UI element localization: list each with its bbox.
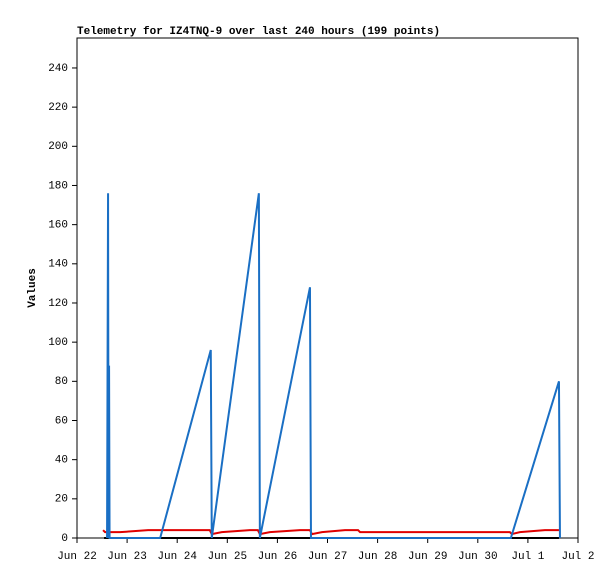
x-tick-label: Jul 1 xyxy=(511,551,544,563)
y-tick-label: 80 xyxy=(55,376,68,388)
y-tick-label: 60 xyxy=(55,415,68,427)
x-tick-label: Jun 25 xyxy=(207,551,247,563)
x-tick-label: Jun 28 xyxy=(358,551,398,563)
x-tick-label: Jun 29 xyxy=(408,551,448,563)
y-tick-label: 20 xyxy=(55,494,68,506)
y-tick-label: 140 xyxy=(48,259,68,271)
x-tick-label: Jun 30 xyxy=(458,551,498,563)
y-tick-label: 0 xyxy=(61,533,68,545)
y-tick-label: 40 xyxy=(55,455,68,467)
y-tick-label: 120 xyxy=(48,298,68,310)
x-tick-label: Jul 2 xyxy=(561,551,594,563)
series-line xyxy=(106,193,561,539)
plot-frame xyxy=(76,37,579,539)
y-tick-label: 100 xyxy=(48,337,68,349)
y-tick-label: 200 xyxy=(48,141,68,153)
x-tick-label: Jun 22 xyxy=(57,551,97,563)
x-tick-label: Jun 26 xyxy=(258,551,298,563)
x-tick-label: Jun 23 xyxy=(107,551,147,563)
y-tick-label: 220 xyxy=(48,102,68,114)
y-tick-label: 240 xyxy=(48,63,68,75)
y-tick-label: 180 xyxy=(48,180,68,192)
y-axis-label: Values xyxy=(27,268,39,308)
x-tick-label: Jun 27 xyxy=(308,551,348,563)
y-tick-label: 160 xyxy=(48,220,68,232)
series-line xyxy=(102,529,559,536)
chart-title: Telemetry for IZ4TNQ-9 over last 240 hou… xyxy=(77,26,440,38)
x-tick-label: Jun 24 xyxy=(157,551,197,563)
